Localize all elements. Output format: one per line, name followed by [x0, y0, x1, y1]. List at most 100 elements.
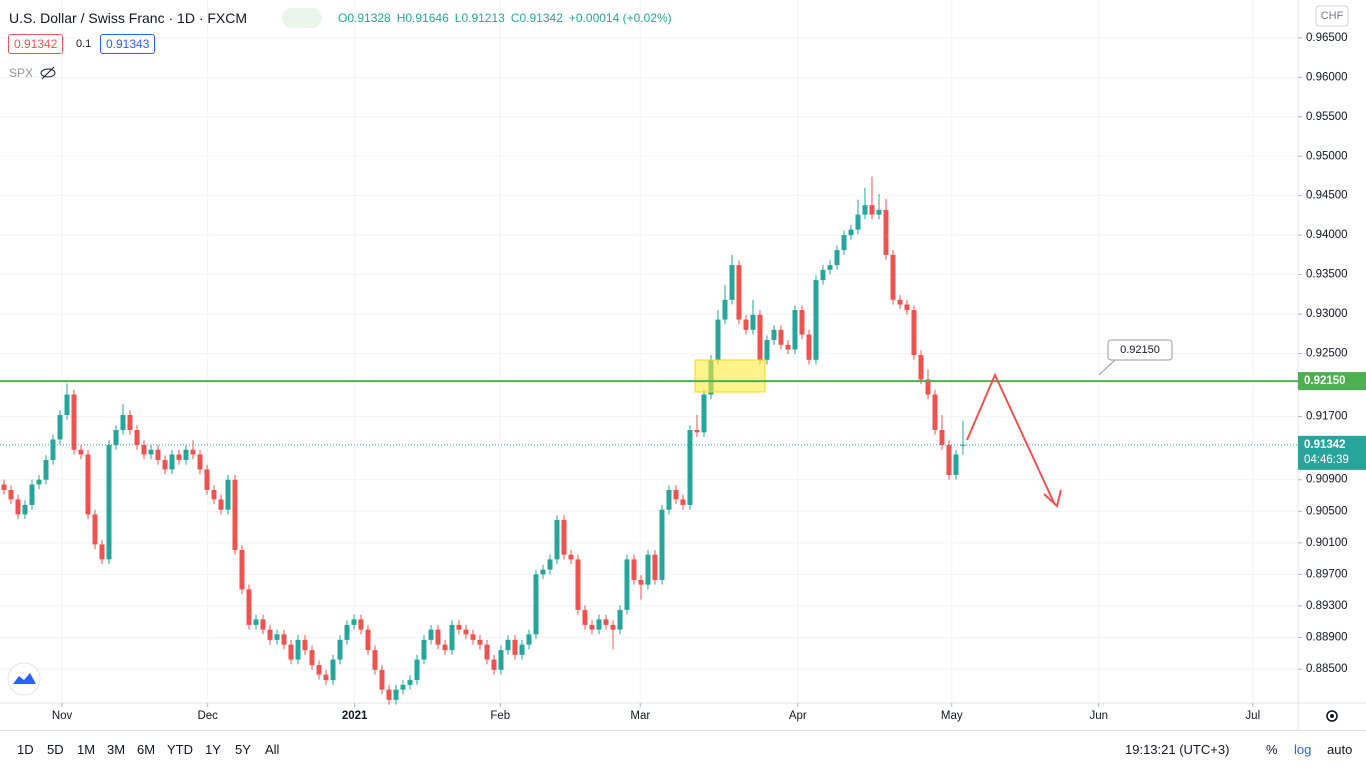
candle-body	[631, 559, 637, 580]
price-lines	[0, 380, 1298, 446]
legend-item: O0.91328	[338, 11, 391, 25]
candle-body	[750, 314, 756, 330]
candle-body	[568, 554, 574, 560]
y-tick-label: 0.92500	[1306, 348, 1348, 360]
compare-symbol[interactable]: SPX	[9, 66, 34, 80]
candle-body	[540, 569, 546, 575]
x-tick-label: Nov	[52, 710, 73, 722]
candle-body	[792, 310, 798, 350]
candle-body	[855, 214, 861, 230]
candle-body	[806, 334, 812, 360]
candle-body	[281, 634, 287, 645]
candle-body	[890, 254, 896, 300]
candle-body	[393, 689, 399, 700]
candle-body	[834, 250, 840, 266]
range-button[interactable]: 5D	[47, 742, 64, 757]
scale-option[interactable]: auto	[1327, 742, 1353, 757]
candle-body	[918, 355, 924, 380]
x-tick-label: May	[941, 710, 963, 722]
arrow-head	[1043, 489, 1062, 508]
y-tick-label: 0.90900	[1306, 474, 1348, 486]
candle-body	[519, 644, 525, 655]
range-button[interactable]: 6M	[137, 742, 156, 757]
sell-button[interactable]: 0.91342	[8, 34, 64, 54]
callout-pointer	[1098, 359, 1116, 376]
y-tick-label: 0.95000	[1306, 150, 1348, 162]
candle-body	[638, 579, 644, 585]
candle-body	[554, 519, 560, 560]
settings-icon[interactable]	[1326, 710, 1338, 722]
candle-body	[134, 430, 140, 445]
range-button[interactable]: 1Y	[205, 742, 221, 757]
scale-option[interactable]: %	[1266, 742, 1278, 757]
candle-body	[99, 544, 105, 560]
candle-body	[897, 299, 903, 305]
candle-body	[449, 624, 455, 651]
y-tick-label: 0.90500	[1306, 505, 1348, 517]
candle-body	[260, 619, 266, 630]
status-badge[interactable]	[282, 8, 322, 28]
y-tick-label: 0.88500	[1306, 663, 1348, 675]
candle-body	[764, 340, 770, 360]
candle-body	[617, 609, 623, 630]
forecast-arrow[interactable]	[966, 372, 1056, 506]
candle-body	[757, 314, 763, 360]
candle-body	[827, 265, 833, 270]
candle-body	[176, 454, 182, 460]
highlight-box[interactable]	[694, 359, 766, 393]
candle-body	[715, 319, 721, 360]
candle-body	[316, 665, 322, 675]
candle-body	[50, 439, 56, 460]
candle-body	[743, 319, 749, 330]
range-button[interactable]: 1M	[77, 742, 96, 757]
candle-body	[729, 265, 735, 300]
candle-body	[400, 684, 406, 690]
candle-body	[470, 634, 476, 640]
currency-box[interactable]	[1315, 5, 1349, 27]
y-tick-label: 0.93500	[1306, 269, 1348, 281]
candle-body	[778, 329, 784, 345]
candle-body	[85, 454, 91, 515]
candle-body	[29, 484, 35, 505]
buy-button[interactable]: 0.91343	[100, 34, 156, 54]
y-tick-label: 0.89700	[1306, 568, 1348, 580]
candle-body	[925, 379, 931, 395]
range-button[interactable]: 1D	[17, 742, 34, 757]
candle-body	[883, 209, 889, 255]
candle-body	[155, 449, 161, 460]
candle-body	[302, 639, 308, 651]
y-tick-label: 0.96000	[1306, 71, 1348, 83]
candle-body	[309, 650, 315, 666]
candle-body	[169, 454, 175, 470]
candle-body	[78, 449, 84, 455]
clock: 19:13:21 (UTC+3)	[1125, 742, 1230, 757]
candle-body	[57, 415, 63, 440]
range-button[interactable]: All	[265, 742, 280, 757]
candle-body	[344, 624, 350, 640]
candle-body	[442, 644, 448, 651]
candle-body	[323, 674, 329, 681]
candle-body	[694, 430, 700, 433]
range-button[interactable]: 5Y	[235, 742, 251, 757]
candle-body	[575, 559, 581, 610]
symbol-title[interactable]: U.S. Dollar / Swiss Franc · 1D · FXCM	[9, 10, 248, 26]
candle-body	[288, 644, 294, 660]
candle-body	[141, 444, 147, 455]
candle-body	[204, 469, 210, 490]
scale-option[interactable]: log	[1294, 742, 1312, 757]
candle-body	[351, 619, 357, 625]
countdown: 04:46:39	[1304, 454, 1349, 466]
hide-icon[interactable]	[39, 66, 57, 80]
candle-body	[421, 639, 427, 660]
range-button[interactable]: 3M	[107, 742, 126, 757]
candle-body	[820, 269, 826, 281]
candle-body	[232, 479, 238, 550]
tv-logo[interactable]	[7, 662, 41, 696]
y-tick-label: 0.94500	[1306, 190, 1348, 202]
currency: CHF	[1321, 10, 1344, 22]
range-button[interactable]: YTD	[167, 742, 193, 757]
candle-body	[561, 519, 567, 555]
callout-box[interactable]	[1107, 339, 1173, 361]
candle-body	[932, 394, 938, 431]
candle-body	[869, 205, 875, 215]
